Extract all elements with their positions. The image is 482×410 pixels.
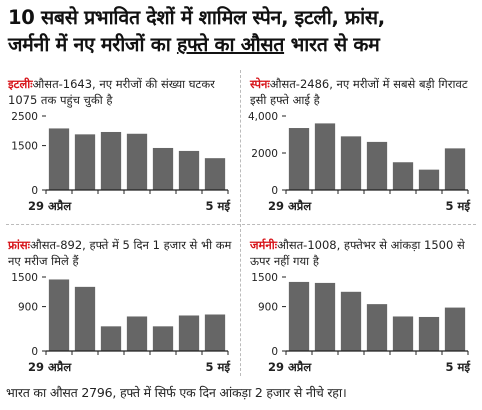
bar (340, 136, 362, 190)
y-tick-label: 900 (258, 302, 278, 314)
y-tick-label: 4,000 (248, 112, 278, 123)
bar (100, 131, 122, 190)
y-tick-label: 1500 (251, 273, 278, 284)
bar (314, 123, 336, 190)
headline-line2-start: जर्मनी में नए मरीजों का (8, 33, 177, 56)
y-tick-label: 2500 (11, 112, 38, 123)
panel-subtitle: औसत-892, हफ्ते में 5 दिन 1 हजार से भी कम… (8, 238, 232, 268)
chart-panel-spain: स्पेनःऔसत-2486, नए मरीजों में सबसे बड़ी … (250, 76, 476, 108)
x-tick-label: 5 मई (445, 360, 471, 374)
headline-highlight: हफ्ते का औसत (176, 33, 285, 56)
panel-subtitle: औसत-1008, हफ्तेभर से आंकड़ा 1500 से ऊपर … (250, 238, 465, 268)
bar (444, 307, 466, 351)
bar (392, 162, 414, 190)
y-tick-label: 1500 (11, 273, 38, 284)
bar (366, 141, 388, 190)
bar (126, 133, 148, 190)
x-tick-label: 5 मई (205, 199, 231, 213)
bar (204, 314, 226, 351)
panel-title: इटलीःऔसत-1643, नए मरीजों की संख्या घटकर … (8, 76, 236, 108)
y-tick-label: 0 (271, 185, 278, 197)
y-tick-label: 0 (31, 346, 38, 358)
vertical-divider (240, 70, 241, 376)
panel-title: स्पेनःऔसत-2486, नए मरीजों में सबसे बड़ी … (250, 76, 476, 108)
bar (74, 286, 96, 351)
bar (340, 291, 362, 351)
chart-france: 0 900 1500 29 अप्रैल 5 मई (11, 273, 231, 374)
chart-panel-italy: इटलीःऔसत-1643, नए मरीजों की संख्या घटकर … (8, 76, 236, 108)
bar (178, 150, 200, 190)
country-name: फ्रांसः (8, 238, 30, 252)
headline-line2-end: भारत से कम (284, 33, 380, 56)
country-name: इटलीः (8, 77, 33, 91)
panel-title: फ्रांसःऔसत-892, हफ्ते में 5 दिन 1 हजार स… (8, 237, 236, 269)
y-tick-label: 0 (271, 346, 278, 358)
y-tick-label: 900 (18, 302, 38, 314)
panel-subtitle: औसत-2486, नए मरीजों में सबसे बड़ी गिरावट… (250, 77, 468, 107)
bar (178, 315, 200, 351)
bar (366, 304, 388, 351)
chart-panel-france: फ्रांसःऔसत-892, हफ्ते में 5 दिन 1 हजार स… (8, 237, 236, 269)
bar (152, 326, 174, 351)
x-tick-label: 29 अप्रैल (268, 360, 312, 374)
bar (204, 158, 226, 190)
x-tick-label: 29 अप्रैल (28, 360, 72, 374)
bar (444, 148, 466, 190)
x-tick-label: 29 अप्रैल (268, 199, 312, 213)
bar (48, 279, 70, 351)
bar (418, 169, 440, 190)
bar (126, 316, 148, 351)
country-name: जर्मनीः (250, 238, 278, 252)
x-tick-label: 29 अप्रैल (28, 199, 72, 213)
bar (418, 316, 440, 351)
chart-germany: 0 900 1500 29 अप्रैल 5 मई (251, 273, 471, 374)
chart-panel-germany: जर्मनीःऔसत-1008, हफ्तेभर से आंकड़ा 1500 … (250, 237, 476, 269)
x-tick-label: 5 मई (205, 360, 231, 374)
headline: 10 सबसे प्रभावित देशों में शामिल स्पेन, … (8, 4, 474, 58)
x-tick-label: 5 मई (445, 199, 471, 213)
panel-subtitle: औसत-1643, नए मरीजों की संख्या घटकर 1075 … (8, 77, 215, 107)
bar (100, 326, 122, 351)
panel-title: जर्मनीःऔसत-1008, हफ्तेभर से आंकड़ा 1500 … (250, 237, 476, 269)
headline-line1: 10 सबसे प्रभावित देशों में शामिल स्पेन, … (8, 6, 385, 29)
y-tick-label: 2000 (251, 148, 278, 160)
bar (152, 147, 174, 190)
footer-note: भारत का औसत 2796, हफ्ते में सिर्फ एक दिन… (6, 385, 347, 400)
y-tick-label: 0 (31, 185, 38, 197)
bar (74, 134, 96, 190)
bar (48, 128, 70, 190)
horizontal-divider (6, 224, 476, 225)
country-name: स्पेनः (250, 77, 270, 91)
chart-spain: 0 2000 4,000 29 अप्रैल 5 मई (248, 112, 471, 213)
bar (314, 282, 336, 351)
chart-italy: 0 1500 2500 29 अप्रैल 5 मई (11, 112, 231, 213)
bar (288, 281, 310, 351)
bar (392, 316, 414, 351)
bar (288, 128, 310, 190)
y-tick-label: 1500 (11, 141, 38, 153)
